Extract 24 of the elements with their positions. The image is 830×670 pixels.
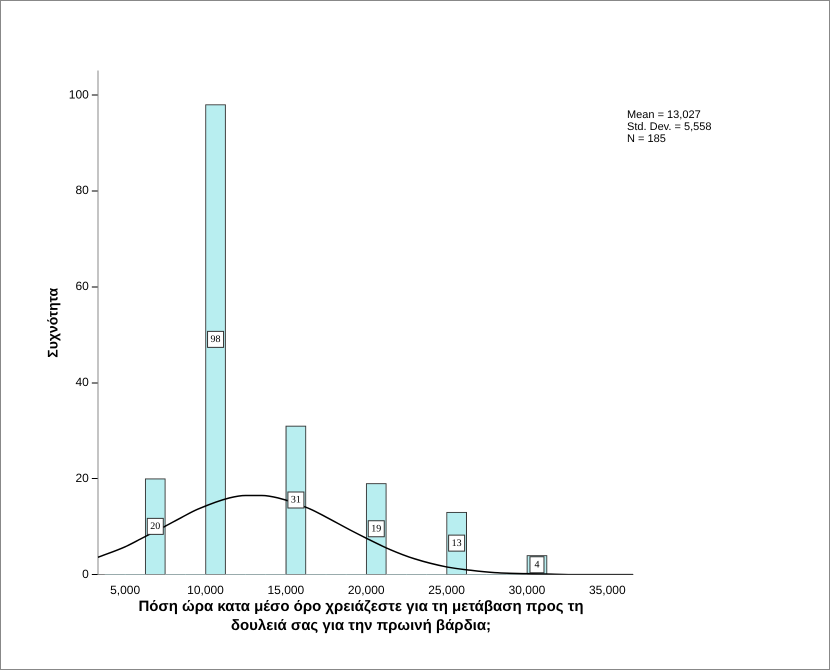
y-tick-label: 20 bbox=[75, 470, 90, 485]
x-tick-label: 35,000 bbox=[588, 583, 626, 598]
x-tick-label: 15,000 bbox=[268, 583, 305, 598]
y-tick-label: 40 bbox=[75, 375, 90, 390]
x-tick-label: 5,000 bbox=[110, 583, 140, 598]
data-label: 31 bbox=[290, 494, 301, 506]
annotation: N = 185 bbox=[627, 133, 667, 145]
annotation: Mean = 13,027 bbox=[627, 109, 702, 121]
x-tick-label: 30,000 bbox=[508, 583, 546, 598]
x-tick-label: 25,000 bbox=[428, 583, 466, 598]
x-tick-label: 20,000 bbox=[348, 583, 385, 598]
x-tick-label: 10,000 bbox=[187, 583, 224, 598]
data-label: 19 bbox=[371, 523, 382, 534]
data-label: 4 bbox=[534, 559, 540, 570]
annotation: Std. Dev. = 5,558 bbox=[627, 121, 712, 133]
x-axis-title: Πόση ώρα κατα μέσο όρο χρειάζεστε για τη μετάβαση προς τη δουλειά σας για την πρωινή βάρδια; bbox=[137, 597, 585, 635]
data-label: 13 bbox=[452, 538, 462, 549]
data-label: 98 bbox=[210, 334, 221, 345]
y-tick-label: 100 bbox=[68, 87, 90, 102]
y-axis-title: Συχνότητα bbox=[44, 288, 60, 358]
y-tick-label: 80 bbox=[75, 183, 90, 198]
data-label: 20 bbox=[150, 521, 160, 532]
y-tick-label: 0 bbox=[82, 566, 90, 581]
y-tick-label: 60 bbox=[75, 279, 90, 294]
